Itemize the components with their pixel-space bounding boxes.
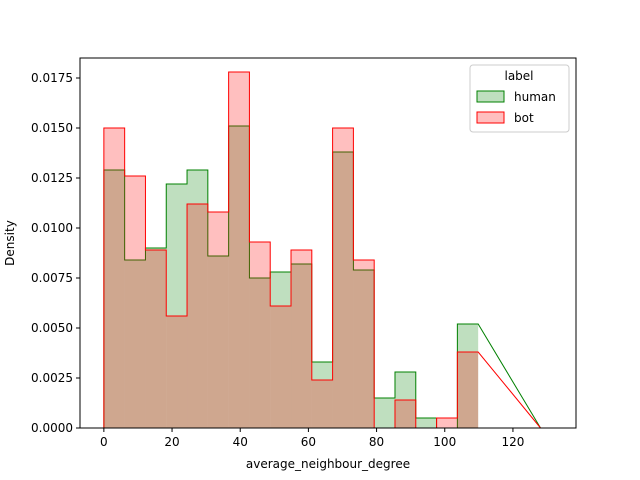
legend-frame [469,64,570,133]
bar-human-15 [415,418,437,428]
legend: label human bot [469,64,570,133]
bar-human-2 [145,248,167,428]
human-histogram [103,125,541,429]
bar-bot-3 [166,316,188,428]
bot-histogram [103,71,541,429]
bar-bot-11 [332,128,354,428]
y-tick-label-6: 0.0150 [31,121,73,135]
x-tick-label-80: 80 [369,435,384,449]
bar-human-9 [291,264,312,428]
bar-bot-4 [187,204,208,428]
bar-bot-5 [207,212,229,428]
bar-bot-0 [103,128,125,428]
y-tick-label-4: 0.0100 [31,221,73,235]
outline-bot [103,71,541,429]
bar-bot-14 [394,400,416,428]
x-tick-label-120: 120 [501,435,524,449]
x-tick-label-60: 60 [301,435,316,449]
bar-bot-16 [436,418,458,428]
bar-human-12 [353,270,375,428]
legend-label-human: human [514,90,556,104]
y-tick-label-3: 0.0075 [31,271,73,285]
x-axis-label: average_neighbour_degree [246,457,410,471]
bar-human-1 [124,260,146,428]
y-tick-label-0: 0.0000 [31,421,73,435]
bar-human-13 [374,398,395,428]
bar-bot-6 [228,72,250,428]
bar-bot-10 [311,380,333,428]
bar-human-10 [311,362,333,428]
bar-human-6 [228,126,250,428]
bar-human-0 [103,170,125,428]
bar-human-3 [166,184,188,428]
bar-human-8 [270,272,292,428]
y-tick-label-7: 0.0175 [31,71,73,85]
x-tick-label-100: 100 [433,435,456,449]
bar-bot-2 [145,250,167,428]
y-axis: 0.0000 0.0025 0.0050 0.0075 0.0100 0.0125 0.01… [31,71,80,435]
y-tick-label-5: 0.0125 [31,171,73,185]
y-tick-label-1: 0.0025 [31,371,73,385]
x-tick-label-20: 20 [164,435,179,449]
bar-bot-17 [457,352,479,428]
x-tick-label-0: 0 [100,435,108,449]
legend-label-bot: bot [514,111,534,125]
bar-human-4 [187,170,208,428]
bar-human-17 [457,324,479,428]
y-tick-label-2: 0.0050 [31,321,73,335]
x-axis: 0 20 40 60 80 100 120 [100,428,524,449]
bar-human-5 [207,256,229,428]
legend-swatch-human [476,90,505,103]
bar-bot-9 [291,250,312,428]
x-tick-label-40: 40 [233,435,248,449]
bar-human-11 [332,152,354,428]
plot-frame [79,57,577,429]
bar-human-7 [249,278,271,428]
legend-title: label [504,69,533,83]
y-axis-label: Density [3,220,17,266]
bar-bot-12 [353,260,375,428]
bar-bot-1 [124,176,146,428]
bar-bot-7 [249,242,271,428]
legend-swatch-bot [476,111,505,124]
bar-bot-8 [270,306,292,428]
